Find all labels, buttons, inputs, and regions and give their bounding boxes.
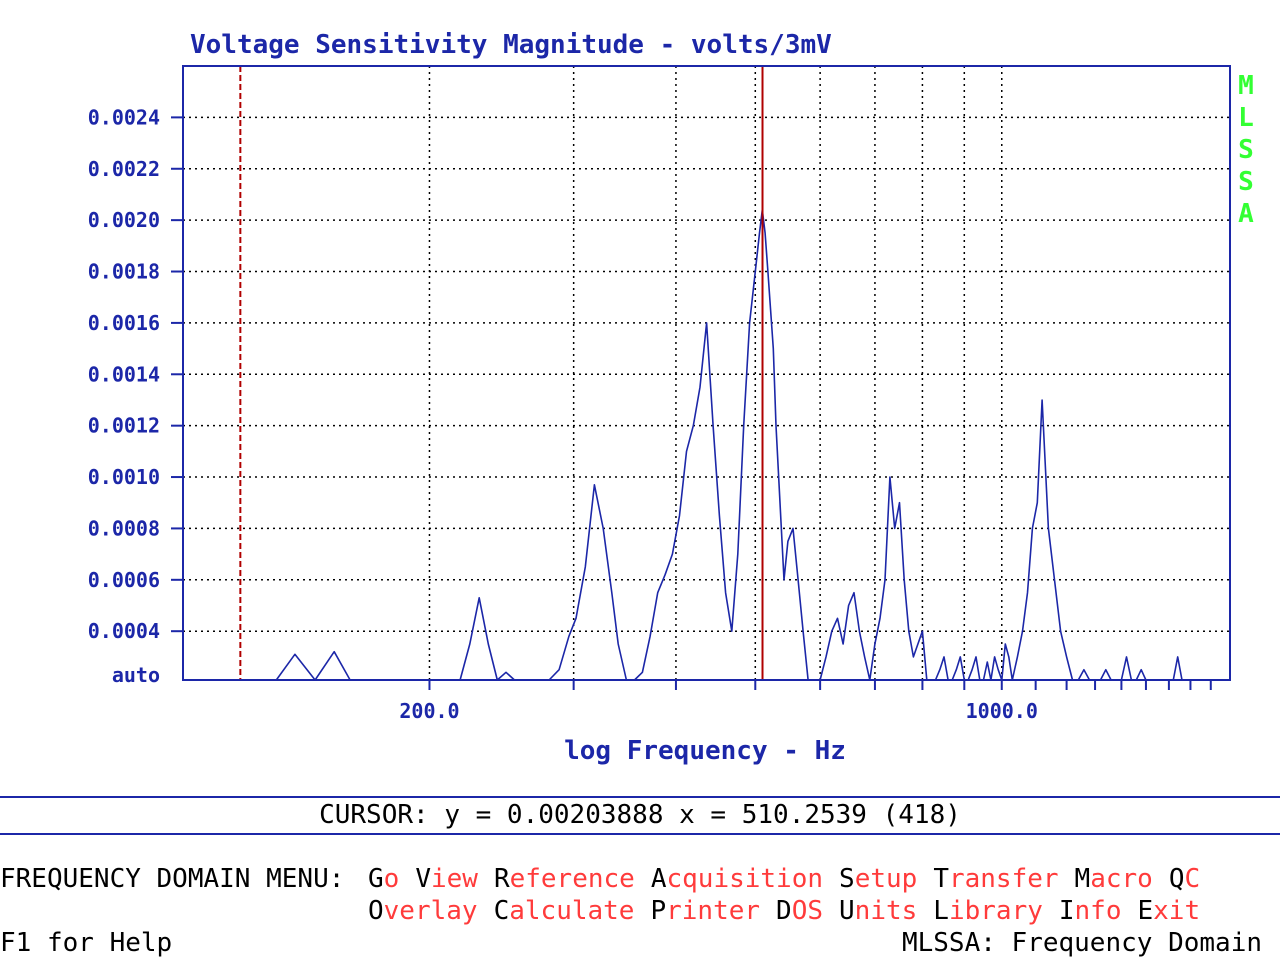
menu-item-label: rinter xyxy=(666,896,761,926)
menu-item-setup[interactable]: Setup xyxy=(839,864,917,894)
menu-hotkey: U xyxy=(839,896,855,926)
menu-item-label: o xyxy=(383,864,400,894)
menu-hotkey: V xyxy=(415,864,431,894)
menu-item-label: ransfer xyxy=(948,864,1059,894)
mode-indicator: MLSSA: Frequency Domain xyxy=(901,928,1262,958)
menu-item-exit[interactable]: Exit xyxy=(1138,896,1201,926)
menu-item-go[interactable]: Go xyxy=(368,864,399,894)
x-axis-label: log Frequency - Hz xyxy=(564,736,846,766)
menu-item-label: iew xyxy=(430,864,478,894)
y-axis-auto-label: auto xyxy=(112,663,160,687)
plot-frame xyxy=(182,65,1231,681)
y-tick-label: 0.0014 xyxy=(88,362,160,386)
menu-item-acquisition[interactable]: Acquisition xyxy=(651,864,823,894)
menu-title: FREQUENCY DOMAIN MENU: xyxy=(0,864,345,894)
menu-item-label: acro xyxy=(1090,864,1153,894)
menu-hotkey: D xyxy=(776,896,792,926)
vendor-letter: A xyxy=(1238,199,1254,229)
menu-item-label: eference xyxy=(509,864,635,894)
menu-item-label: alculate xyxy=(509,896,635,926)
menu-item-label: verlay xyxy=(383,896,478,926)
vendor-letter: M xyxy=(1238,71,1254,101)
menu-hotkey: O xyxy=(368,896,384,926)
help-hint: F1 for Help xyxy=(0,928,173,958)
menu-item-label: nits xyxy=(854,896,918,926)
menu-hotkey: L xyxy=(933,896,949,926)
y-tick-label: 0.0018 xyxy=(88,260,160,284)
menu-hotkey: T xyxy=(933,864,949,894)
menu-item-dos[interactable]: DOS xyxy=(776,896,823,926)
menu-row-2: Overlay Calculate Printer DOS Units Library In… xyxy=(368,896,1216,926)
menu-item-info[interactable]: Info xyxy=(1059,896,1122,926)
menu-item-label: nfo xyxy=(1074,896,1122,926)
menu-hotkey: A xyxy=(650,864,667,894)
menu-item-reference[interactable]: Reference xyxy=(494,864,635,894)
menu-item-view[interactable]: View xyxy=(415,864,478,894)
chart-title: Voltage Sensitivity Magnitude - volts/3m… xyxy=(190,30,832,60)
menu-item-transfer[interactable]: Transfer xyxy=(933,864,1058,894)
menu-hotkey: E xyxy=(1137,896,1154,926)
menu-hotkey: R xyxy=(493,864,510,894)
y-tick-label: 0.0012 xyxy=(88,414,160,438)
y-tick-label: 0.0006 xyxy=(88,568,160,592)
menu-hotkey: Q xyxy=(1168,864,1185,894)
menu-row-1: Go View Reference Acquisition Setup Transfer M… xyxy=(368,864,1216,894)
magnitude-trace xyxy=(275,209,1230,681)
menu-item-calculate[interactable]: Calculate xyxy=(494,896,635,926)
menu-item-label: ibrary xyxy=(948,896,1043,926)
status-divider-top xyxy=(0,796,1280,798)
cursor-readout: CURSOR: y = 0.00203888 x = 510.2539 (418… xyxy=(319,800,961,830)
y-tick-label: 0.0016 xyxy=(88,311,160,335)
y-tick-label: 0.0024 xyxy=(88,105,160,129)
y-tick-label: 0.0010 xyxy=(88,465,160,489)
x-tick-label: 1000.0 xyxy=(966,699,1038,723)
cursor-layer xyxy=(239,66,764,680)
vendor-letter: S xyxy=(1238,135,1254,165)
menu-hotkey: C xyxy=(493,896,510,926)
menu-item-library[interactable]: Library xyxy=(933,896,1043,926)
grid-layer xyxy=(183,66,1230,680)
menu-item-label: xit xyxy=(1153,896,1201,926)
trace-layer xyxy=(275,209,1230,681)
menu-item-label: cquisition xyxy=(666,864,824,894)
menu-item-label: OS xyxy=(791,896,824,926)
vendor-letter: S xyxy=(1238,167,1254,197)
y-tick-label: 0.0004 xyxy=(88,619,160,643)
menu-item-qc[interactable]: QC xyxy=(1169,864,1200,894)
menu-hotkey: I xyxy=(1058,896,1075,926)
menu-item-overlay[interactable]: Overlay xyxy=(368,896,478,926)
y-tick-label: 0.0020 xyxy=(88,208,160,232)
tick-layer: 0.0004 0.0006 0.0008 0.0010 0.0012 0.0014 0.00… xyxy=(88,105,1212,723)
menu-item-units[interactable]: Units xyxy=(839,896,917,926)
status-divider-bottom xyxy=(0,833,1280,835)
menu-item-printer[interactable]: Printer xyxy=(650,896,760,926)
menu-item-macro[interactable]: Macro xyxy=(1075,864,1153,894)
y-tick-label: 0.0022 xyxy=(88,157,160,181)
vendor-letter: L xyxy=(1238,103,1254,133)
menu-item-label: C xyxy=(1184,864,1201,894)
x-tick-label: 200.0 xyxy=(399,699,459,723)
menu-item-label: etup xyxy=(854,864,918,894)
menu-hotkey: P xyxy=(650,896,667,926)
menu-hotkey: M xyxy=(1074,864,1091,894)
menu-hotkey: G xyxy=(368,864,384,894)
menu-hotkey: S xyxy=(839,864,855,894)
y-tick-label: 0.0008 xyxy=(88,516,160,540)
